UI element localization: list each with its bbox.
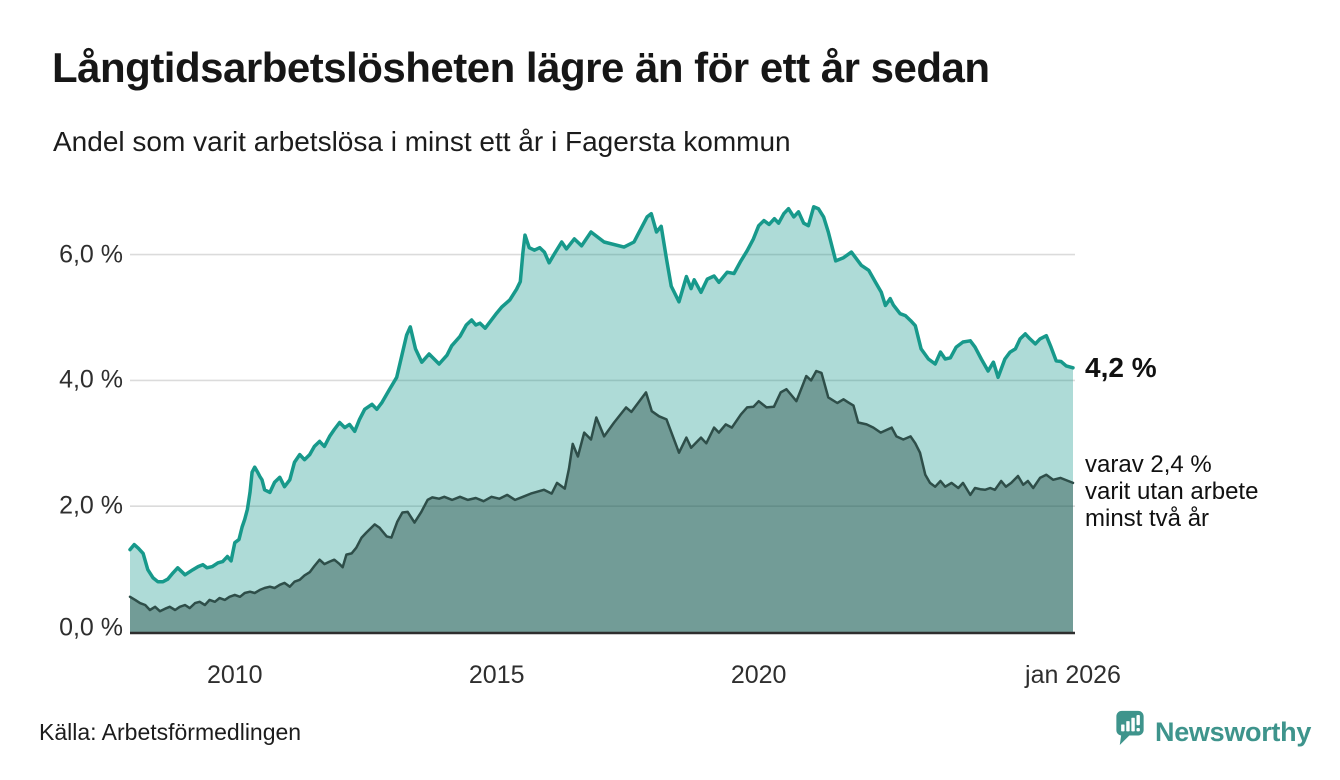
x-axis-label-2010: 2010	[206, 661, 263, 689]
newsworthy-bubble-icon	[1115, 709, 1145, 756]
x-axis-label-2020: 2020	[730, 661, 787, 689]
newsworthy-logo[interactable]: Newsworthy	[1115, 709, 1311, 756]
line-series-0	[128, 205, 1075, 584]
x-axis-label-2015: 2015	[468, 661, 525, 689]
end-value-annotation: 4,2 %	[1085, 352, 1157, 383]
two-year-annotation-line3: minst två år	[1085, 505, 1210, 532]
y-axis-label-6: 6,0 %	[59, 240, 123, 269]
line-series-1	[128, 369, 1075, 613]
y-axis-label-4: 4,0 %	[59, 365, 123, 394]
y-axis-label-2: 2,0 %	[59, 491, 123, 520]
source-credit: Källa: Arbetsförmedlingen	[39, 719, 302, 745]
page-title: Långtidsarbetslösheten lägre än för ett …	[52, 44, 990, 91]
newsworthy-wordmark: Newsworthy	[1155, 717, 1312, 747]
page-subtitle: Andel som varit arbetslösa i minst ett å…	[53, 126, 791, 157]
x-axis-label-jan-2026: jan 2026	[1025, 661, 1121, 689]
two-year-annotation-line2: varit utan arbete	[1085, 478, 1259, 505]
area-series-1	[130, 371, 1073, 632]
area-series-0	[130, 206, 1073, 633]
y-axis-label-0: 0,0 %	[59, 613, 123, 642]
two-year-annotation: varav 2,4 % varit utan arbete minst två …	[1085, 451, 1258, 532]
two-year-annotation-line1: varav 2,4 %	[1085, 451, 1212, 478]
